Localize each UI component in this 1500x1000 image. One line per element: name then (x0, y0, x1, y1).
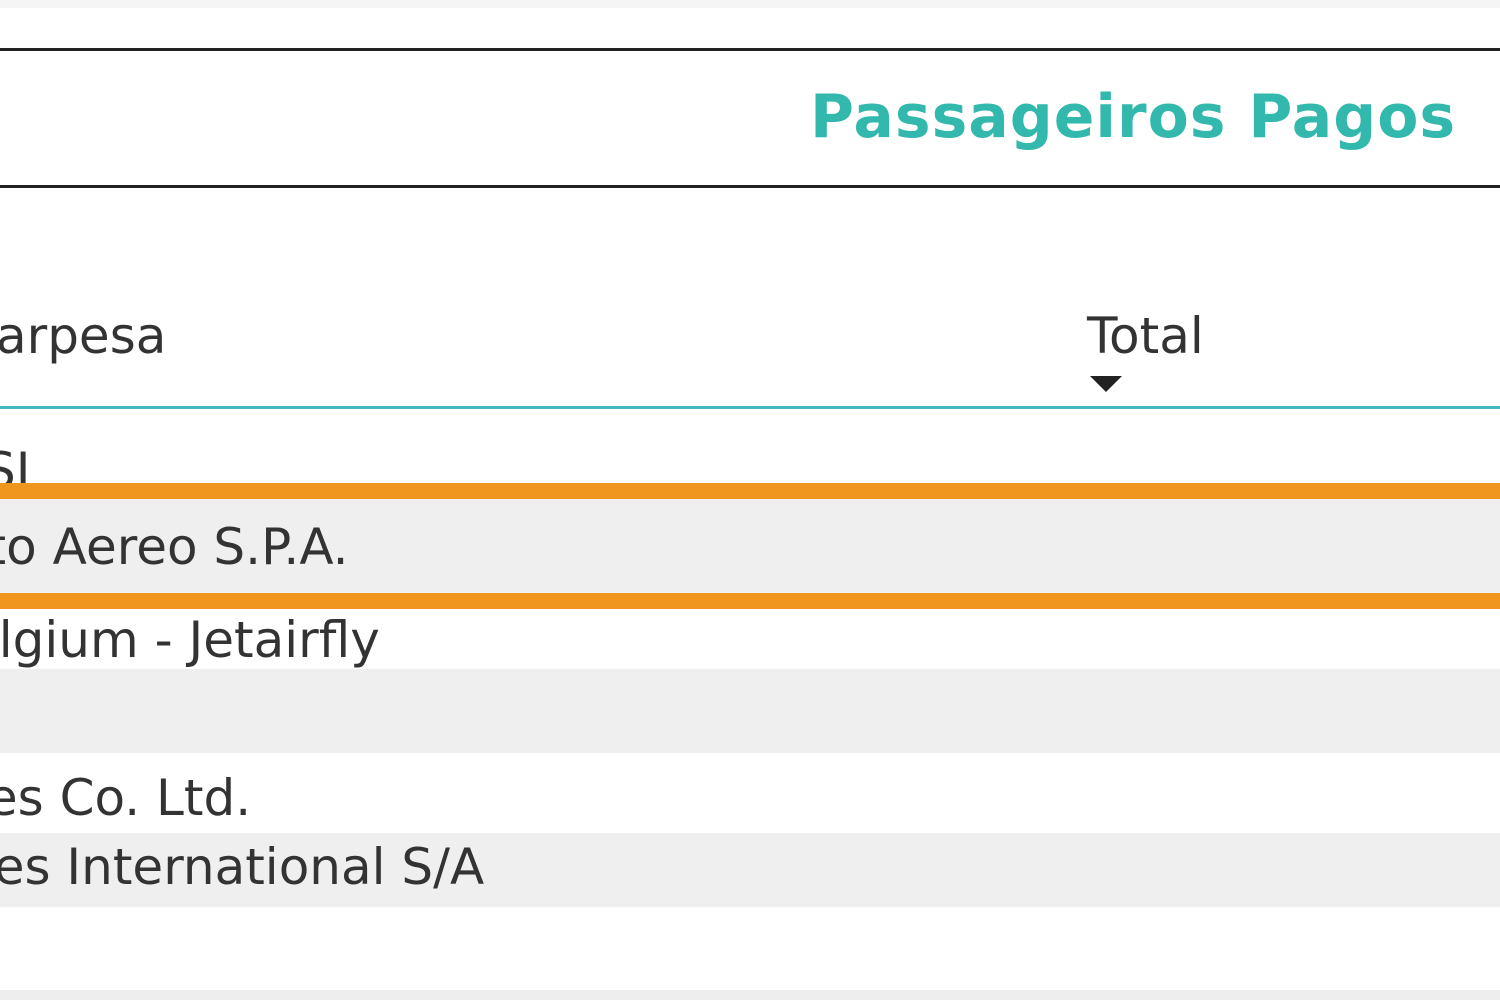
table-row[interactable]: SI (0, 409, 1500, 483)
cell-empresa: ies Co. Ltd. (0, 769, 252, 827)
footer-strip (0, 990, 1500, 1000)
table-header-row: arpesa Total (0, 190, 1500, 409)
column-header-total[interactable]: Total (1087, 307, 1204, 365)
sort-descending-icon[interactable] (1090, 376, 1122, 392)
table-row[interactable] (0, 669, 1500, 753)
cell-empresa: rto Aereo S.P.A. (0, 518, 349, 576)
table-body: SI rto Aereo S.P.A. elgium - Jetairfly i… (0, 409, 1500, 907)
table-row[interactable]: elgium - Jetairfly (0, 609, 1500, 669)
visual-header: Passageiros Pagos (0, 48, 1500, 188)
visual-title: Passageiros Pagos (810, 82, 1457, 152)
table-row-selected[interactable]: rto Aereo S.P.A. (0, 483, 1500, 609)
cell-empresa: nes International S/A (0, 838, 485, 896)
cell-empresa: SI (0, 442, 31, 483)
table-row[interactable]: ies Co. Ltd. (0, 753, 1500, 833)
cell-empresa: elgium - Jetairfly (0, 611, 380, 669)
table-row[interactable]: nes International S/A (0, 833, 1500, 907)
column-header-empresa[interactable]: arpesa (0, 307, 167, 365)
